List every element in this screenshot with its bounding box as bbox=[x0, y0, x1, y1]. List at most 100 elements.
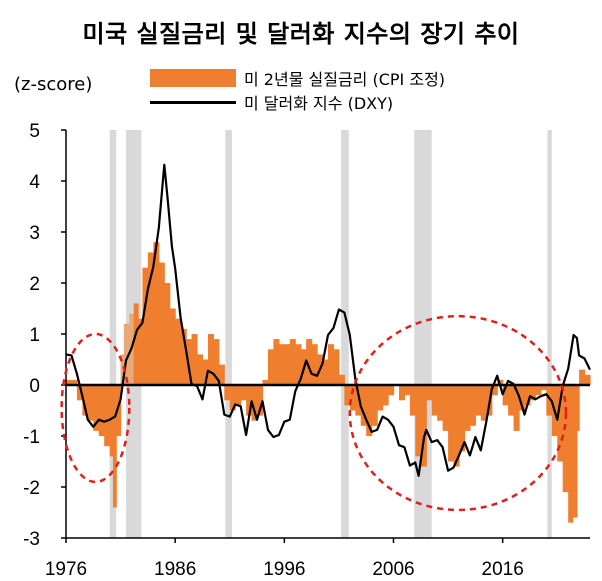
real-rate-bar bbox=[218, 364, 225, 385]
highlight-ellipse-1 bbox=[348, 314, 568, 512]
real-rate-bar bbox=[502, 385, 509, 406]
real-rate-bar bbox=[469, 385, 476, 426]
recession-band-4 bbox=[414, 130, 432, 538]
real-rate-bar bbox=[480, 385, 487, 421]
real-rate-bar bbox=[322, 359, 329, 385]
x-tick-label: 1996 bbox=[263, 559, 305, 580]
real-rate-bar bbox=[338, 374, 345, 385]
real-rate-bar bbox=[513, 385, 520, 431]
real-rate-bar bbox=[251, 385, 258, 421]
x-tick-label: 1986 bbox=[154, 559, 196, 580]
recession-band-0 bbox=[109, 130, 117, 538]
real-rate-bar bbox=[169, 308, 176, 385]
highlight-ellipses bbox=[60, 314, 568, 512]
legend-item-line: 미 달러화 지수 (DXY) bbox=[150, 90, 445, 114]
legend-swatch-bar bbox=[150, 69, 236, 87]
legend-label-line: 미 달러화 지수 (DXY) bbox=[244, 94, 394, 113]
x-tick-label: 2006 bbox=[372, 559, 414, 580]
real-rate-bar bbox=[311, 344, 318, 385]
real-rate-bar bbox=[398, 385, 406, 401]
real-rate-bar bbox=[158, 262, 165, 385]
y-tick-label: -1 bbox=[23, 427, 40, 448]
real-rate-bar bbox=[491, 385, 498, 396]
y-unit-label: (z-score) bbox=[14, 74, 93, 95]
real-rate-bar bbox=[404, 385, 411, 396]
highlight-ellipse-0 bbox=[60, 332, 131, 484]
legend: 미 2년물 실질금리 (CPI 조정) 미 달러화 지수 (DXY) bbox=[150, 66, 445, 114]
real-rate-bar bbox=[284, 344, 291, 385]
x-tick-label: 1976 bbox=[45, 559, 87, 580]
chart-title: 미국 실질금리 및 달러화 지수의 장기 추이 bbox=[82, 20, 520, 48]
real-rate-bar bbox=[116, 385, 122, 436]
real-rate-bar bbox=[120, 354, 125, 385]
real-rate-bar bbox=[529, 385, 537, 401]
real-rate-bar bbox=[572, 385, 578, 518]
x-tick-label: 2016 bbox=[482, 559, 524, 580]
real-rate-bar bbox=[508, 385, 515, 416]
y-tick-label: 2 bbox=[29, 274, 40, 295]
real-rate-bar bbox=[344, 385, 351, 406]
y-tick-label: 3 bbox=[29, 223, 40, 244]
real-rate-bar bbox=[147, 252, 154, 385]
real-rate-bar bbox=[562, 385, 569, 493]
real-rate-bar bbox=[333, 349, 340, 385]
y-tick-label: 1 bbox=[29, 325, 40, 346]
real-rate-bar bbox=[246, 385, 253, 416]
real-rate-bar bbox=[295, 344, 302, 385]
real-rate-bar bbox=[66, 379, 78, 385]
real-rate-bar bbox=[180, 328, 187, 385]
y-tick-label: 4 bbox=[29, 172, 40, 193]
real-rate-bar bbox=[415, 385, 422, 457]
real-rate-bar bbox=[546, 385, 553, 416]
real-rate-bar bbox=[579, 369, 586, 385]
real-rate-bar bbox=[104, 385, 111, 447]
real-rate-bar bbox=[98, 385, 105, 436]
real-rate-bar bbox=[82, 385, 89, 416]
real-rate-bar bbox=[240, 385, 247, 401]
real-rate-bar bbox=[93, 385, 100, 431]
real-rate-bar bbox=[164, 283, 171, 385]
real-rate-bar bbox=[584, 374, 591, 385]
real-rate-bar bbox=[568, 385, 574, 523]
real-rate-bar bbox=[109, 385, 114, 457]
recession-band-5 bbox=[547, 130, 552, 538]
real-rate-bar bbox=[540, 385, 547, 391]
real-rate-bar bbox=[431, 385, 438, 416]
real-rate-bar bbox=[87, 385, 94, 421]
real-rate-bar bbox=[437, 385, 444, 421]
real-rate-bar bbox=[349, 385, 356, 411]
real-rate-bar bbox=[388, 385, 395, 396]
real-rate-bar bbox=[360, 385, 367, 426]
real-rate-bar bbox=[186, 339, 193, 385]
real-rate-bar bbox=[123, 323, 130, 385]
real-rate-bar bbox=[76, 385, 83, 401]
real-rate-bar bbox=[306, 339, 313, 385]
real-rate-bar bbox=[366, 385, 373, 436]
real-rate-bar bbox=[213, 339, 220, 385]
recession-band-3 bbox=[341, 130, 349, 538]
real-rate-bar bbox=[448, 385, 455, 462]
real-rate-bar bbox=[133, 303, 139, 385]
recession-band-2 bbox=[225, 130, 232, 538]
real-rate-bar bbox=[142, 267, 149, 385]
y-tick-label: 0 bbox=[29, 376, 40, 397]
real-rate-bar bbox=[409, 385, 416, 416]
real-rate-bar bbox=[576, 385, 580, 431]
real-rate-bar bbox=[420, 385, 427, 467]
real-rate-bar bbox=[207, 334, 214, 385]
real-rate-bar bbox=[224, 385, 231, 401]
real-rate-bar bbox=[262, 379, 269, 385]
real-rate-bar bbox=[442, 385, 449, 431]
real-rate-bar bbox=[202, 359, 209, 385]
real-rate-bar bbox=[289, 339, 296, 385]
real-rate-bar bbox=[138, 318, 144, 385]
real-rate-bar bbox=[459, 385, 466, 452]
real-rate-bar bbox=[112, 385, 117, 508]
real-rate-bar bbox=[382, 385, 389, 406]
real-rate-bar bbox=[453, 385, 460, 467]
legend-item-bar: 미 2년물 실질금리 (CPI 조정) bbox=[150, 66, 445, 90]
real-rate-bar bbox=[355, 385, 362, 416]
real-rate-bar bbox=[229, 385, 236, 411]
legend-label-bar: 미 2년물 실질금리 (CPI 조정) bbox=[244, 70, 446, 89]
